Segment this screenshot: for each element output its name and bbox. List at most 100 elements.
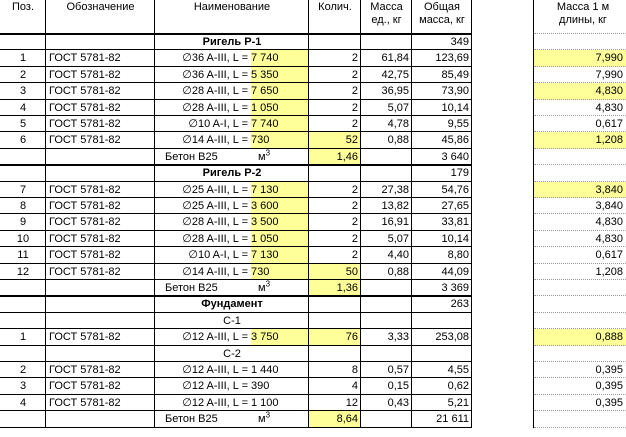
concrete-unit: м3 [255,149,309,165]
item-name: ∅12 A-III, L = [182,331,248,344]
position-number: 1 [19,331,27,344]
designation: ГОСТ 5781-82 [49,101,121,114]
item-quantity: 76 [309,329,361,346]
row-divider-right [534,147,626,149]
concrete-unit-label: м [258,282,266,294]
item-name: ∅12 A-III, L = [182,364,248,376]
header-qty: Колич. [318,1,352,13]
section-total: 263 [450,298,469,311]
item-name: ∅28 A-III, L = [182,232,248,245]
mass-per-meter: 3,840 [534,181,626,198]
mass-per-meter: 0,617 [595,249,623,262]
unit-mass: 0,88 [387,265,409,278]
row-divider [0,98,472,100]
total-mass: 123,69 [435,52,469,65]
row-divider [0,147,472,149]
unit-mass: 36,95 [381,85,409,98]
designation: ГОСТ 5781-82 [49,249,121,262]
total-mass: 54,76 [441,183,469,196]
section-title: Ригель Р-1 [202,36,262,48]
designation: ГОСТ 5781-82 [49,265,121,278]
unit-mass: 5,07 [387,232,409,245]
header-mass-per-meter: Масса 1 м длины, кг [556,1,610,26]
item-length: 7 130 [251,247,309,264]
mass-per-meter: 4,830 [595,216,623,229]
row-divider [0,328,472,330]
concrete-total: 21 611 [436,413,469,426]
subgroup-title: С-2 [223,347,241,360]
item-quantity: 8 [351,364,358,376]
total-mass: 85,49 [441,68,469,81]
designation: ГОСТ 5781-82 [49,183,121,196]
concrete-volume: 1,36 [309,280,361,297]
concrete-volume: 1,46 [309,148,361,166]
mass-per-meter: 0,395 [595,364,623,376]
item-quantity: 2 [351,68,358,81]
position-number: 5 [19,118,27,130]
row-divider-right [534,82,626,84]
concrete-unit-exponent: 3 [265,411,271,420]
item-quantity: 2 [351,85,358,98]
row-divider-right [534,33,626,34]
row-divider-right [534,131,626,133]
position-number: 3 [19,85,27,98]
item-quantity: 2 [351,101,358,114]
unit-mass: 42,75 [381,68,409,81]
row-divider-right [534,98,626,100]
mass-per-meter: 1,208 [534,132,626,149]
item-name: ∅10 A-I, L = [188,118,248,130]
mass-per-meter: 3,840 [595,200,623,212]
item-quantity: 2 [351,118,358,130]
concrete-unit: м3 [255,280,309,296]
item-length: 7 650 [251,83,309,100]
item-length: 1 050 [251,99,309,116]
unit-mass: 0,57 [387,364,409,376]
position-number: 11 [17,249,29,262]
column-divider [533,0,534,428]
designation: ГОСТ 5781-82 [49,68,121,81]
item-name: ∅28 A-III, L = [182,216,248,229]
position-number: 2 [19,68,27,81]
position-number: 2 [19,364,27,376]
total-mass: 73,90 [441,85,469,98]
designation: ГОСТ 5781-82 [49,331,121,344]
total-mass: 8,80 [447,249,469,262]
position-number: 8 [19,200,27,212]
item-name: ∅25 A-III, L = [182,200,248,212]
section-total: 179 [450,167,469,180]
total-mass: 253,08 [435,331,469,344]
concrete-volume: 8,64 [309,411,361,428]
concrete-total: 3 369 [441,282,469,294]
concrete-unit-exponent: 3 [265,280,271,289]
header-name: Наименование [193,1,271,13]
designation: ГОСТ 5781-82 [49,396,121,409]
item-length: 730 [251,263,309,280]
unit-mass: 0,43 [387,396,409,409]
concrete-name: Бетон В25 [165,282,218,294]
subgroup-title: С-1 [223,314,241,327]
mass-per-meter: 0,888 [534,329,626,346]
row-divider [0,426,472,428]
item-quantity: 2 [351,216,358,229]
row-divider [0,311,472,313]
total-mass: 0,62 [447,380,469,393]
position-number: 3 [19,380,27,393]
designation: ГОСТ 5781-82 [49,85,121,98]
item-quantity: 52 [309,132,361,149]
designation: ГОСТ 5781-82 [49,200,121,212]
item-length: 390 [251,380,270,393]
concrete-unit: м3 [255,411,309,427]
item-length: 1 100 [251,396,279,409]
row-divider [0,164,472,167]
row-divider [0,393,472,395]
total-mass: 5,21 [447,396,469,409]
position-number: 9 [19,216,27,229]
unit-mass: 0,15 [387,380,409,393]
row-divider [0,344,472,346]
row-divider-right [534,393,626,395]
mass-per-meter: 7,990 [595,68,623,81]
total-mass: 10,14 [441,232,469,245]
unit-mass: 61,84 [381,52,409,65]
item-name: ∅14 A-III, L = [182,265,248,278]
mass-per-meter: 4,830 [534,83,626,100]
